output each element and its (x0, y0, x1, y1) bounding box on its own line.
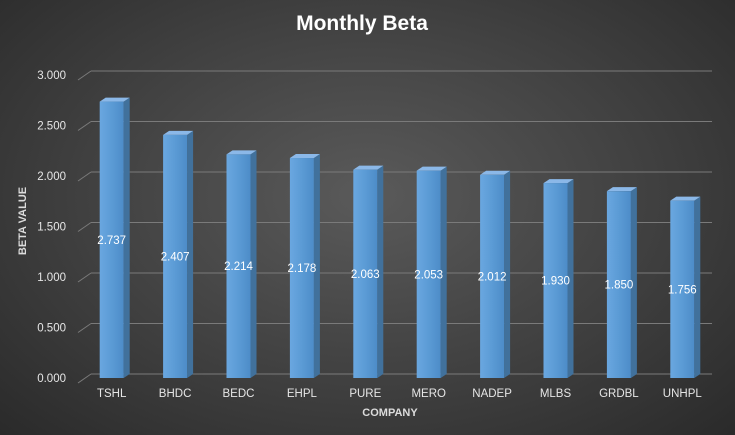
bar-front (416, 170, 441, 378)
bar-front (226, 154, 251, 378)
y-tick-label: 2.000 (37, 171, 66, 183)
bar-side (694, 196, 701, 378)
bar-front (99, 101, 124, 379)
bar (543, 179, 574, 378)
bars (99, 97, 701, 379)
bar-side (313, 154, 320, 378)
y-tick-label: 1.500 (37, 222, 66, 234)
bar-top (416, 166, 447, 171)
data-label: 2.214 (224, 261, 253, 273)
bar-front (606, 191, 631, 378)
gridline-depth (77, 121, 92, 131)
bar-side (567, 179, 574, 378)
bar-side (250, 150, 257, 378)
bar-top (480, 170, 511, 175)
x-tick-label: PURE (349, 388, 381, 400)
x-tick-label: TSHL (97, 388, 127, 400)
x-tick-label: BHDC (159, 388, 192, 400)
bar (606, 187, 637, 378)
bar (163, 130, 194, 378)
bar-side (504, 170, 511, 378)
data-label: 2.063 (351, 269, 380, 281)
y-tick-label: 1.000 (37, 272, 66, 284)
bar (480, 170, 511, 378)
bar (289, 154, 320, 378)
bar-top (163, 130, 194, 135)
bar-side (440, 166, 447, 378)
bar (99, 97, 130, 379)
bar-side (630, 187, 637, 378)
data-label: 1.756 (668, 284, 697, 296)
gridlines (77, 70, 712, 384)
y-tick-label: 3.000 (37, 70, 66, 82)
x-tick-label: BEDC (223, 388, 255, 400)
y-axis-ticks: 0.000 0.500 1.000 1.500 2.000 2.500 3.000 (37, 70, 66, 385)
bar-side (123, 97, 130, 379)
x-tick-label: MERO (411, 388, 446, 400)
x-tick-label: MLBS (540, 388, 572, 400)
bar-top (543, 179, 574, 184)
bar (416, 166, 447, 378)
x-tick-label: UNHPL (663, 388, 703, 400)
data-labels: 2.737 2.407 2.214 2.178 2.063 2.053 2.012 1.930… (97, 235, 696, 297)
gridline-depth (77, 373, 92, 384)
bar-front (289, 158, 314, 378)
gridline-depth (77, 272, 92, 283)
data-label: 2.737 (97, 235, 126, 247)
x-axis-ticks: TSHL BHDC BEDC EHPL PURE MERO NADEP MLBS GRDBL UN… (97, 388, 702, 400)
bar-front (543, 183, 568, 378)
bar-front (670, 200, 695, 378)
x-tick-label: EHPL (287, 388, 318, 400)
y-tick-label: 0.000 (37, 373, 66, 385)
bar-top (99, 97, 130, 102)
bar-top (670, 196, 701, 201)
bar-top (289, 154, 320, 159)
data-label: 2.407 (161, 251, 190, 263)
bar-front (163, 134, 188, 378)
x-axis-title: COMPANY (362, 407, 418, 419)
data-label: 1.850 (605, 280, 634, 292)
data-label: 2.178 (288, 263, 317, 275)
x-tick-label: NADEP (472, 388, 512, 400)
data-label: 1.930 (541, 276, 570, 288)
gridline-depth (77, 171, 92, 182)
data-label: 2.053 (414, 269, 443, 281)
gridline-depth (77, 70, 92, 81)
bar-top (226, 150, 257, 155)
gridline-depth (77, 222, 92, 232)
gridline-depth (77, 323, 92, 333)
x-tick-label: GRDBL (599, 388, 639, 400)
y-tick-label: 2.500 (37, 121, 66, 133)
bar-top (606, 187, 637, 192)
bar-side (377, 165, 384, 378)
bar-front (480, 174, 505, 378)
bar-side (187, 130, 194, 378)
data-label: 2.012 (478, 271, 507, 283)
y-tick-label: 0.500 (37, 323, 66, 335)
bar (226, 150, 257, 378)
bar-top (353, 165, 384, 170)
y-axis-title: BETA VALUE (17, 187, 29, 255)
chart-title: Monthly Beta (296, 12, 428, 35)
bar-front (353, 169, 378, 378)
bar (670, 196, 701, 378)
bar (353, 165, 384, 378)
